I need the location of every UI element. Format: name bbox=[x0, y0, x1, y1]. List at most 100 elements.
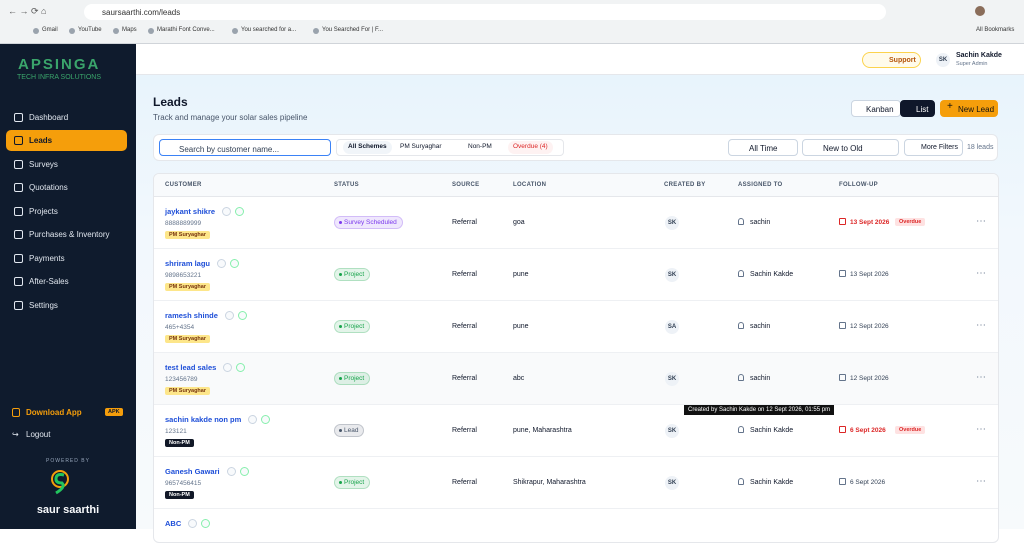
created-by: SK bbox=[665, 216, 679, 230]
page-title: Leads bbox=[153, 95, 188, 109]
lead-count: 18 leads bbox=[967, 144, 994, 151]
assigned-to: Sachin Kakde bbox=[750, 271, 794, 278]
whatsapp-icon[interactable] bbox=[261, 415, 271, 424]
call-icon[interactable] bbox=[217, 259, 227, 268]
row-menu[interactable]: ⋯ bbox=[976, 268, 986, 279]
whatsapp-icon[interactable] bbox=[235, 207, 245, 216]
row-menu[interactable]: ⋯ bbox=[976, 372, 986, 383]
assignee-icon bbox=[738, 218, 744, 225]
source: Referral bbox=[452, 323, 477, 330]
whatsapp-icon[interactable] bbox=[201, 519, 211, 528]
customer-name[interactable]: test lead sales bbox=[165, 363, 217, 372]
call-icon[interactable] bbox=[226, 467, 236, 476]
nav-item[interactable]: Leads bbox=[6, 130, 127, 151]
nav-item[interactable]: Payments bbox=[6, 248, 127, 269]
follow-up: 13 Sept 2026 bbox=[850, 271, 889, 278]
nav-buttons[interactable]: ← → ⟳ ⌂ bbox=[8, 6, 47, 16]
nav-item[interactable]: Surveys bbox=[6, 154, 127, 175]
customer-name[interactable]: Ganesh Gawari bbox=[165, 467, 220, 476]
call-icon[interactable] bbox=[222, 207, 232, 216]
scheme-chip[interactable]: Non-PM bbox=[468, 143, 492, 150]
phone: 8888889999 bbox=[165, 220, 202, 227]
follow-up: 6 Sept 2026 bbox=[850, 479, 886, 486]
nav-item[interactable]: Quotations bbox=[6, 177, 127, 198]
assignee-icon bbox=[738, 270, 744, 277]
list-toggle[interactable]: List bbox=[900, 100, 936, 117]
status-badge: Project bbox=[334, 320, 371, 333]
bookmark[interactable]: Gmail bbox=[42, 27, 58, 33]
follow-up: 12 Sept 2026 bbox=[850, 375, 889, 382]
call-icon[interactable] bbox=[224, 311, 234, 320]
assigned-to: sachin bbox=[750, 219, 771, 226]
whatsapp-icon[interactable] bbox=[239, 467, 249, 476]
row-menu[interactable]: ⋯ bbox=[976, 216, 986, 227]
tagline: TECH INFRA SOLUTIONS bbox=[17, 74, 102, 81]
nav-item[interactable]: Purchases & Inventory bbox=[6, 224, 127, 245]
plus-icon: + bbox=[947, 101, 953, 112]
profile[interactable] bbox=[975, 6, 985, 16]
download-app[interactable]: Download App bbox=[26, 408, 82, 417]
status-badge: Project bbox=[334, 372, 371, 385]
sort-select[interactable]: New to Old bbox=[802, 139, 899, 156]
bookmark-icon bbox=[113, 28, 119, 34]
nav-item[interactable]: After-Sales bbox=[6, 271, 127, 292]
nav-icon bbox=[14, 207, 23, 216]
period-select[interactable]: All Time bbox=[728, 139, 798, 156]
column-header: FOLLOW-UP bbox=[839, 182, 878, 188]
call-icon[interactable] bbox=[223, 363, 233, 372]
bookmark-icon bbox=[33, 28, 39, 34]
row bbox=[154, 249, 998, 301]
row bbox=[154, 509, 998, 542]
nav-icon bbox=[14, 183, 23, 192]
whatsapp-icon[interactable] bbox=[236, 363, 246, 372]
row-menu[interactable]: ⋯ bbox=[976, 476, 986, 487]
bookmark[interactable]: Marathi Font Conve... bbox=[157, 27, 215, 33]
row-menu[interactable]: ⋯ bbox=[976, 424, 986, 435]
call-icon[interactable] bbox=[248, 415, 258, 424]
scheme-chip[interactable]: Overdue (4) bbox=[508, 141, 553, 154]
location: abc bbox=[513, 375, 525, 382]
nav-item[interactable]: Settings bbox=[6, 295, 127, 316]
search-input[interactable]: Search by customer name... bbox=[159, 139, 331, 156]
bookmark[interactable]: You searched for a... bbox=[241, 27, 297, 33]
scheme-chip[interactable]: PM Suryaghar bbox=[400, 143, 442, 150]
status-dot bbox=[339, 481, 342, 484]
new-lead-button[interactable]: New Lead bbox=[940, 100, 998, 117]
whatsapp-icon[interactable] bbox=[230, 259, 240, 268]
whatsapp-icon[interactable] bbox=[237, 311, 247, 320]
row-menu[interactable]: ⋯ bbox=[976, 320, 986, 331]
row bbox=[154, 353, 998, 405]
all-bookmarks[interactable]: All Bookmarks bbox=[976, 27, 1015, 33]
kanban-toggle[interactable]: Kanban bbox=[851, 100, 901, 117]
overdue-badge: Overdue bbox=[895, 426, 926, 434]
logout[interactable]: Logout bbox=[26, 430, 51, 439]
calendar-icon bbox=[839, 426, 846, 433]
customer-name[interactable]: ramesh shinde bbox=[165, 311, 218, 320]
support-button[interactable]: Support bbox=[862, 52, 921, 68]
nav-item[interactable]: Dashboard bbox=[6, 107, 127, 128]
scheme-chip[interactable]: All Schemes bbox=[343, 141, 392, 154]
address-bar[interactable]: saursaarthi.com/leads bbox=[84, 4, 886, 20]
scheme-tag: PM Suryaghar bbox=[165, 335, 210, 343]
assignee-icon bbox=[738, 478, 744, 485]
status-badge: Project bbox=[334, 476, 371, 489]
customer-name[interactable]: ABC bbox=[165, 519, 182, 528]
customer-name[interactable]: sachin kakde non pm bbox=[165, 415, 242, 424]
bookmark[interactable]: YouTube bbox=[78, 27, 102, 33]
follow-up: 13 Sept 2026 bbox=[850, 219, 890, 226]
customer-name[interactable]: shriram lagu bbox=[165, 259, 211, 268]
bookmark-icon bbox=[69, 28, 75, 34]
nav-item[interactable]: Projects bbox=[6, 201, 127, 222]
bookmark[interactable]: Maps bbox=[122, 27, 137, 33]
status-dot bbox=[339, 273, 342, 276]
overdue-badge: Overdue bbox=[895, 218, 926, 226]
customer-name[interactable]: jaykant shikre bbox=[165, 207, 216, 216]
brand: APSINGA bbox=[18, 56, 101, 73]
column-header: CUSTOMER bbox=[165, 182, 202, 188]
bookmark-icon bbox=[232, 28, 238, 34]
call-icon[interactable] bbox=[188, 519, 198, 528]
bookmark[interactable]: You Searched For | F... bbox=[322, 27, 384, 33]
more-filters[interactable]: More Filters bbox=[904, 139, 963, 156]
